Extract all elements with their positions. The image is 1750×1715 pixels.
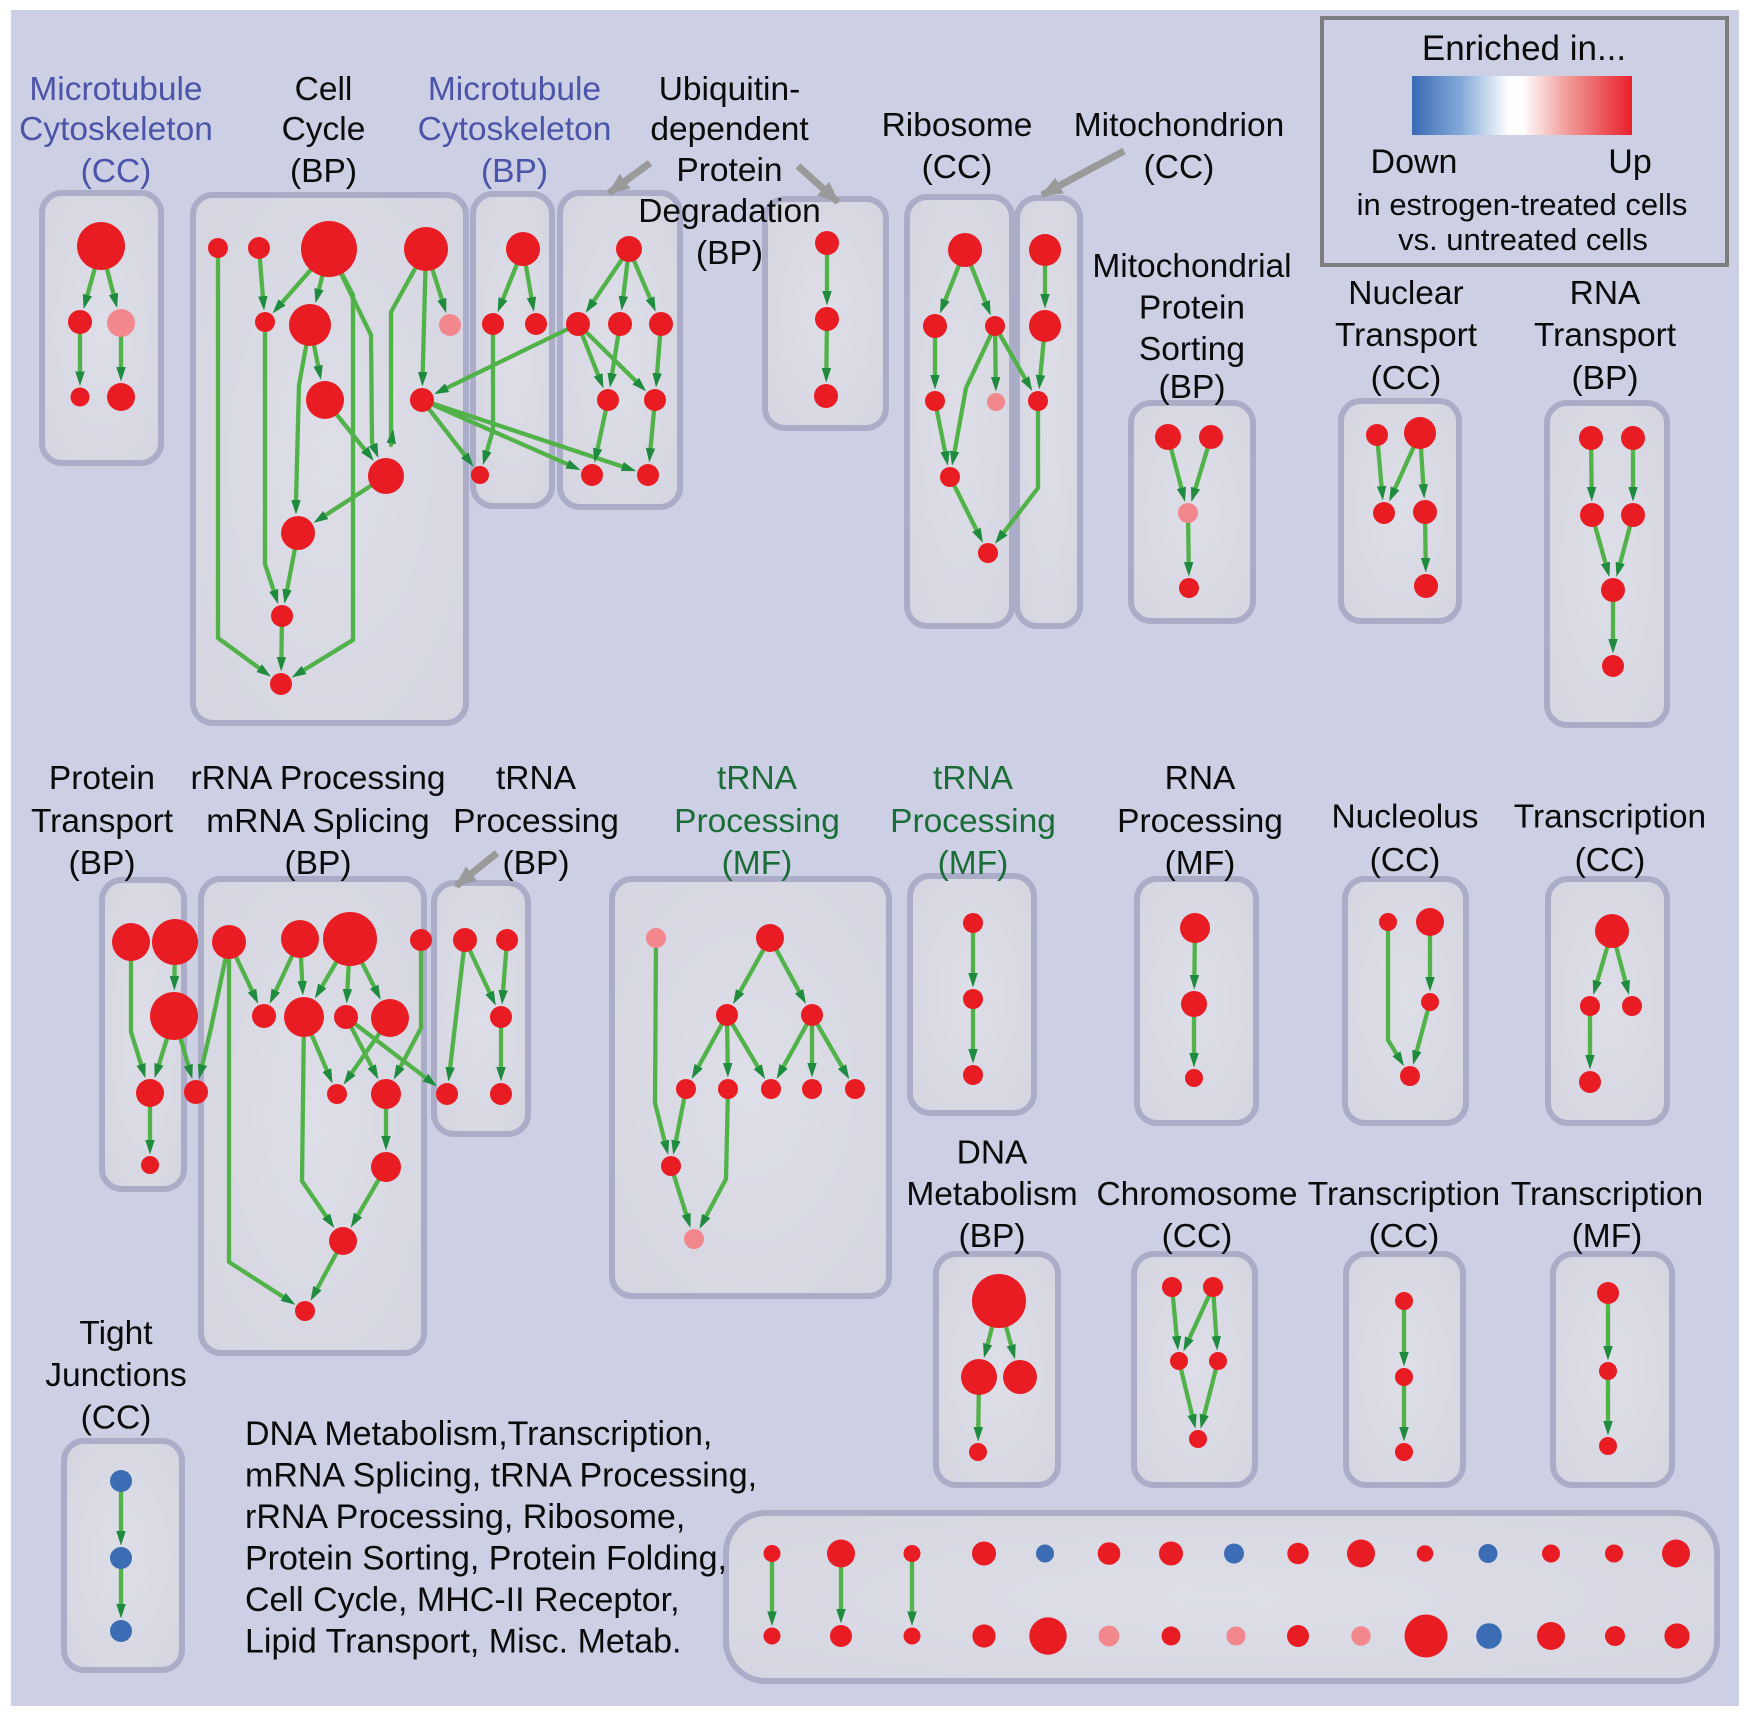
svg-text:(BP): (BP) (290, 153, 357, 190)
svg-text:Transcription: Transcription (1308, 1176, 1500, 1213)
svg-text:Chromosome: Chromosome (1096, 1176, 1297, 1213)
svg-text:DNA: DNA (957, 1135, 1028, 1172)
svg-text:Cell Cycle, MHC-II Receptor,: Cell Cycle, MHC-II Receptor, (245, 1581, 680, 1619)
svg-text:Metabolism: Metabolism (906, 1176, 1077, 1213)
svg-text:(CC): (CC) (81, 1400, 152, 1437)
svg-text:Microtubule: Microtubule (428, 71, 601, 108)
svg-text:(MF): (MF) (1572, 1218, 1643, 1255)
svg-text:Transcription: Transcription (1511, 1176, 1703, 1213)
svg-text:Protein Sorting, Protein Foldi: Protein Sorting, Protein Folding, (245, 1540, 727, 1578)
svg-text:(CC): (CC) (1162, 1218, 1233, 1255)
svg-text:Processing: Processing (453, 803, 619, 840)
svg-text:Junctions: Junctions (45, 1357, 187, 1394)
svg-text:(MF): (MF) (722, 845, 793, 882)
svg-text:(BP): (BP) (696, 235, 763, 272)
svg-text:Transport: Transport (1534, 317, 1677, 354)
svg-text:Lipid Transport, Misc. Metab.: Lipid Transport, Misc. Metab. (245, 1623, 682, 1661)
svg-text:(BP): (BP) (503, 845, 570, 882)
svg-text:DNA Metabolism,Transcription,: DNA Metabolism,Transcription, (245, 1415, 712, 1453)
svg-text:in estrogen-treated cells: in estrogen-treated cells (1357, 187, 1688, 222)
svg-text:Protein: Protein (676, 152, 782, 189)
svg-text:Tight: Tight (79, 1315, 153, 1352)
svg-text:Cell: Cell (295, 71, 353, 108)
svg-text:Nuclear: Nuclear (1348, 275, 1463, 312)
svg-text:Microtubule: Microtubule (29, 71, 202, 108)
svg-text:(BP): (BP) (1159, 369, 1226, 406)
svg-text:Up: Up (1608, 143, 1651, 181)
svg-text:(CC): (CC) (922, 149, 993, 186)
svg-text:mRNA Splicing, tRNA Processing: mRNA Splicing, tRNA Processing, (245, 1457, 757, 1495)
svg-text:Enriched in...: Enriched in... (1422, 29, 1626, 68)
svg-text:Transport: Transport (1335, 317, 1478, 354)
svg-text:Ubiquitin-: Ubiquitin- (659, 71, 801, 108)
svg-text:(CC): (CC) (1369, 1218, 1440, 1255)
svg-text:vs. untreated cells: vs. untreated cells (1398, 222, 1648, 257)
svg-text:dependent: dependent (650, 111, 809, 148)
svg-text:Cytoskeleton: Cytoskeleton (418, 111, 612, 148)
svg-text:(BP): (BP) (285, 845, 352, 882)
svg-text:(BP): (BP) (959, 1218, 1026, 1255)
svg-text:(BP): (BP) (1572, 360, 1639, 397)
svg-text:Protein: Protein (1139, 290, 1245, 327)
svg-text:(CC): (CC) (1144, 149, 1215, 186)
svg-text:Mitochondrion: Mitochondrion (1074, 107, 1284, 144)
svg-text:tRNA: tRNA (717, 760, 798, 797)
svg-text:RNA: RNA (1570, 275, 1641, 312)
svg-text:Mitochondrial: Mitochondrial (1092, 248, 1291, 285)
svg-text:RNA: RNA (1165, 760, 1236, 797)
svg-text:(BP): (BP) (69, 845, 136, 882)
svg-text:Degradation: Degradation (638, 193, 821, 230)
svg-text:Sorting: Sorting (1139, 331, 1245, 368)
svg-text:Cycle: Cycle (282, 111, 366, 148)
svg-text:Processing: Processing (1117, 803, 1283, 840)
svg-text:Ribosome: Ribosome (882, 107, 1033, 144)
svg-text:Processing: Processing (890, 803, 1056, 840)
svg-text:(BP): (BP) (481, 153, 548, 190)
svg-text:(CC): (CC) (1370, 842, 1441, 879)
svg-text:rRNA Processing: rRNA Processing (190, 760, 445, 797)
svg-text:Nucleolus: Nucleolus (1331, 799, 1478, 836)
svg-text:(MF): (MF) (1165, 845, 1236, 882)
svg-text:tRNA: tRNA (496, 760, 577, 797)
svg-text:Transcription: Transcription (1514, 799, 1706, 836)
svg-text:mRNA Splicing: mRNA Splicing (206, 803, 429, 840)
svg-text:tRNA: tRNA (933, 760, 1014, 797)
svg-text:Processing: Processing (674, 803, 840, 840)
svg-text:Cytoskeleton: Cytoskeleton (19, 111, 213, 148)
svg-text:Down: Down (1371, 143, 1458, 181)
svg-text:rRNA Processing, Ribosome,: rRNA Processing, Ribosome, (245, 1498, 685, 1536)
svg-text:(CC): (CC) (1575, 842, 1646, 879)
svg-text:(MF): (MF) (938, 845, 1009, 882)
svg-text:Transport: Transport (31, 803, 174, 840)
svg-text:(CC): (CC) (81, 153, 152, 190)
svg-text:Protein: Protein (49, 760, 155, 797)
svg-text:(CC): (CC) (1371, 360, 1442, 397)
